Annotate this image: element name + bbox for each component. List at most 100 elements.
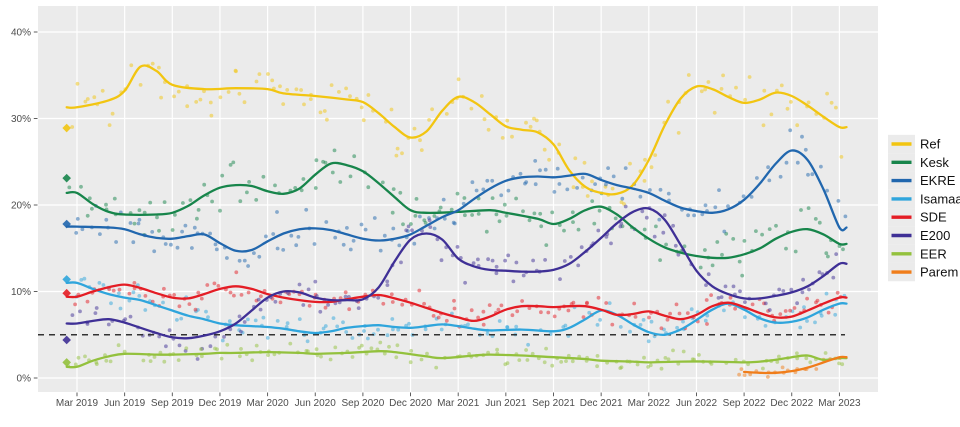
poll-dot: [205, 283, 210, 287]
poll-dot: [297, 317, 302, 321]
poll-dot: [455, 245, 460, 249]
poll-dot: [813, 320, 817, 325]
poll-dot: [514, 196, 518, 201]
poll-dot: [131, 240, 136, 245]
poll-dot: [381, 301, 386, 306]
poll-dot: [590, 179, 594, 184]
poll-dot: [505, 118, 510, 123]
poll-dot: [566, 308, 571, 313]
poll-dot: [533, 159, 538, 163]
poll-dot: [294, 243, 299, 248]
poll-dot: [195, 357, 200, 361]
poll-dot: [194, 100, 199, 104]
poll-dot: [92, 95, 97, 100]
poll-dot: [481, 309, 486, 314]
poll-dot: [643, 157, 647, 162]
poll-dot: [212, 281, 217, 286]
poll-dot: [841, 247, 845, 252]
poll-dot: [394, 153, 399, 158]
poll-dot: [74, 231, 79, 235]
poll-dot: [452, 306, 457, 311]
poll-dot: [728, 295, 733, 300]
poll-dot: [648, 363, 653, 368]
poll-dot: [657, 217, 662, 222]
x-axis-label-4: Mar 2020: [246, 398, 289, 409]
poll-dot: [387, 344, 391, 349]
poll-dot: [285, 321, 290, 326]
poll-dot: [143, 294, 148, 298]
poll-dot: [143, 308, 148, 312]
poll-dot: [470, 180, 475, 185]
poll-dot: [576, 227, 581, 232]
poll-dot: [524, 348, 528, 352]
poll-dot: [333, 345, 338, 350]
poll-dot: [619, 221, 624, 226]
poll-dot: [348, 247, 353, 252]
poll-dot: [398, 190, 403, 195]
poll-dot: [546, 310, 551, 315]
poll-dot: [162, 359, 167, 364]
poll-dot: [152, 249, 157, 254]
poll-dot: [395, 146, 400, 151]
poll-dot: [763, 301, 768, 306]
poll-dot: [150, 61, 155, 66]
poll-dot: [755, 176, 759, 180]
poll-dot: [720, 252, 724, 257]
poll-dot: [246, 290, 251, 295]
poll-dot: [595, 364, 599, 369]
x-axis-label-5: Jun 2020: [295, 398, 337, 409]
poll-dot: [196, 208, 201, 212]
x-axis-label-12: Mar 2022: [628, 398, 671, 409]
poll-dot: [220, 338, 225, 343]
poll-dot: [665, 317, 670, 322]
poll-dot: [462, 196, 467, 200]
poll-dot: [810, 172, 815, 177]
poll-dot: [391, 226, 396, 231]
poll-dot: [85, 299, 90, 304]
gridlines: [38, 6, 878, 392]
poll-dot: [117, 291, 121, 296]
poll-dot: [700, 212, 705, 217]
poll-dot: [343, 290, 348, 295]
poll-dot: [709, 362, 714, 366]
poll-dot: [715, 240, 720, 244]
poll-dot: [409, 222, 413, 226]
poll-dot: [444, 112, 449, 116]
poll-dot: [214, 247, 219, 252]
poll-dot: [585, 300, 589, 305]
poll-dot: [198, 97, 203, 102]
poll-dot: [185, 104, 190, 109]
poll-dot: [252, 251, 256, 256]
poll-dot: [681, 319, 685, 324]
poll-dot: [239, 329, 243, 334]
poll-dot: [640, 209, 645, 214]
poll-dot: [176, 89, 181, 94]
poll-dot: [150, 230, 155, 234]
poll-dot: [587, 310, 592, 315]
poll-dot: [510, 313, 515, 318]
poll-dot: [390, 317, 395, 321]
poll-dot: [389, 107, 394, 112]
poll-dot: [497, 219, 502, 224]
poll-dot: [761, 123, 766, 128]
poll-dot: [326, 303, 330, 307]
poll-dot: [335, 324, 340, 329]
poll-dot: [710, 263, 715, 268]
poll-dot: [482, 117, 487, 122]
poll-dot: [819, 164, 823, 169]
poll-dot: [550, 210, 555, 215]
poll-dot: [499, 303, 504, 308]
poll-dot: [128, 221, 133, 225]
poll-dot: [524, 180, 529, 185]
poll-dot: [750, 302, 755, 307]
poll-dot: [278, 84, 282, 89]
poll-dot: [805, 296, 809, 301]
poll-dot: [180, 229, 185, 234]
poll-dot: [494, 212, 499, 217]
poll-dot: [783, 309, 788, 313]
poll-dot: [175, 245, 180, 250]
poll-dot: [369, 346, 374, 351]
poll-dot: [73, 302, 77, 307]
poll-dot: [83, 354, 87, 359]
